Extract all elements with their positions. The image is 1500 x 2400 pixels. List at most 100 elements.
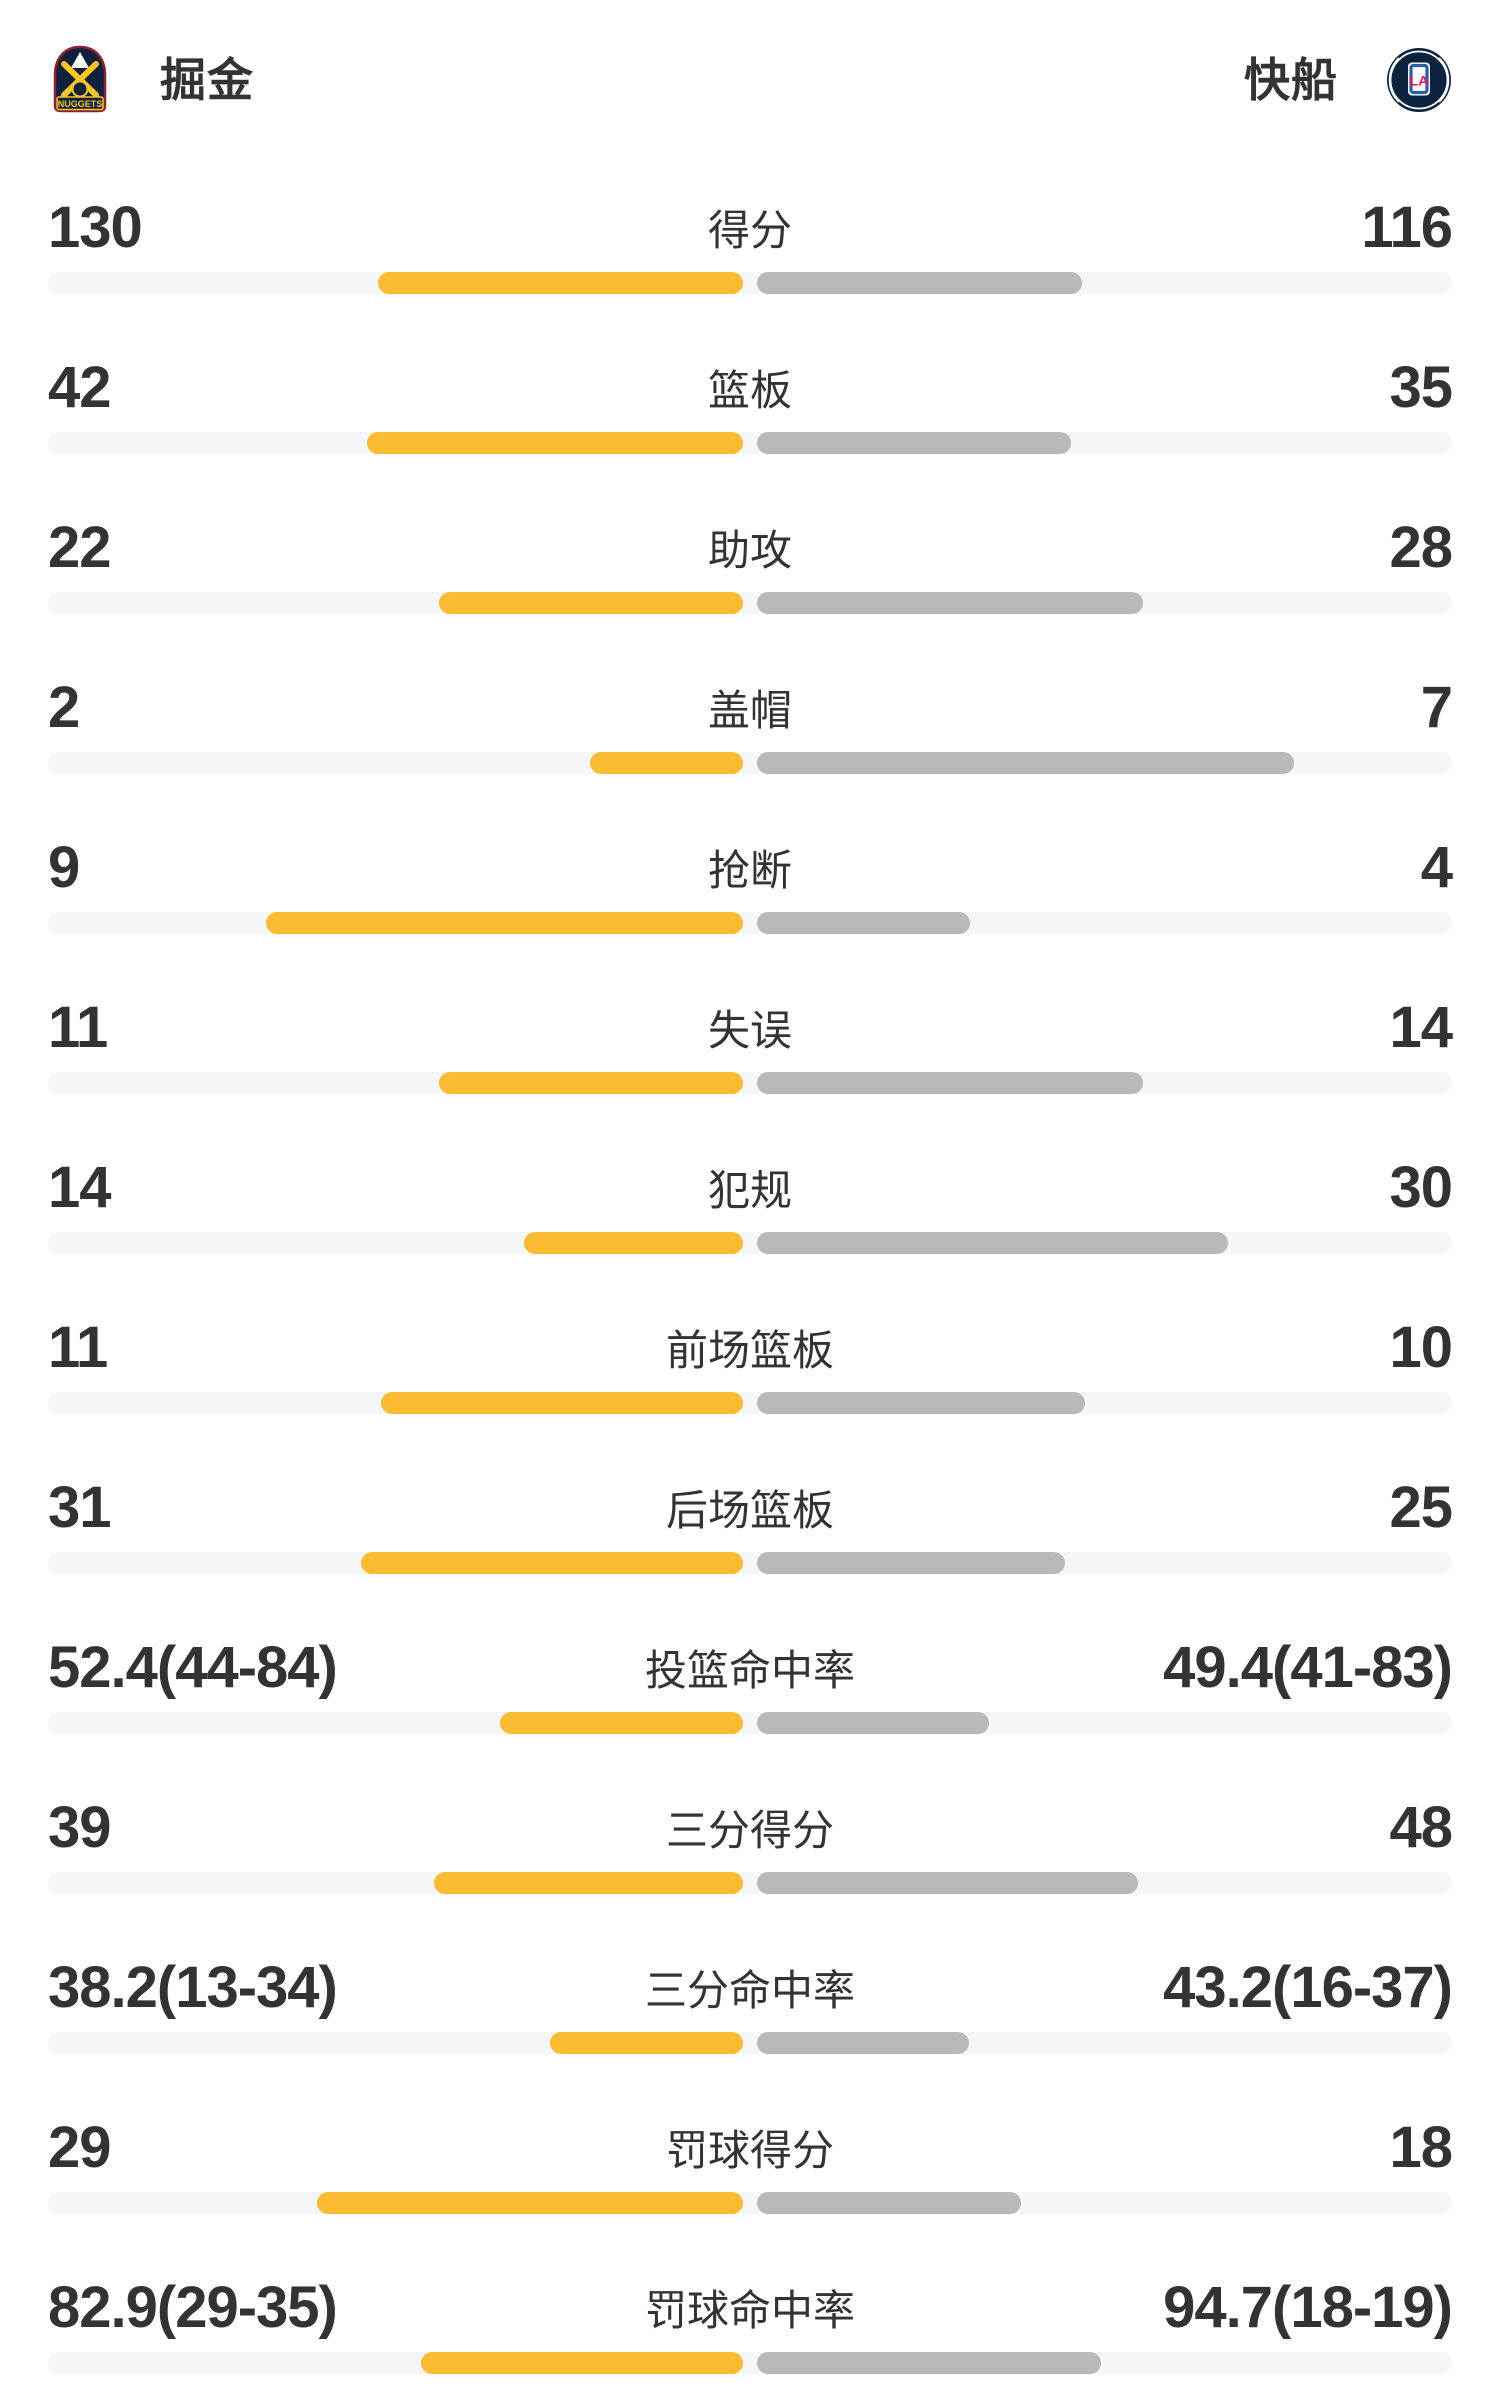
stat-bar-track (48, 1712, 1452, 1734)
right-team-value: 116 (1361, 194, 1453, 260)
stat-row: 39 三分得分 48 (0, 1760, 1500, 1920)
stat-bar-track (48, 592, 1452, 614)
left-team-bar (367, 432, 743, 454)
left-team-bar (421, 2352, 743, 2374)
stat-line: 38.2(13-34) 三分命中率 43.2(16-37) (48, 1954, 1453, 2020)
stat-line: 39 三分得分 48 (48, 1794, 1453, 1860)
stat-label: 犯规 (707, 1166, 793, 1214)
left-team-value: 52.4(44-84) (48, 1634, 338, 1700)
stat-bar-track (48, 752, 1452, 774)
stat-row: 130 得分 116 (0, 160, 1500, 320)
right-team-value: 48 (1389, 1794, 1453, 1860)
right-team-header: 快船 LA (1244, 47, 1452, 113)
right-team-value: 43.2(16-37) (1163, 1954, 1453, 2020)
stat-line: 22 助攻 28 (48, 514, 1453, 580)
stat-bar-track (48, 2352, 1452, 2374)
stat-row: 31 后场篮板 25 (0, 1440, 1500, 1600)
left-team-value: 22 (48, 514, 112, 580)
right-team-bar (757, 2032, 969, 2054)
left-team-value: 31 (48, 1474, 112, 1540)
stat-line: 11 失误 14 (48, 994, 1453, 1060)
right-team-value: 25 (1389, 1474, 1453, 1540)
stat-label: 抢断 (707, 846, 793, 894)
right-team-value: 18 (1389, 2114, 1453, 2180)
stat-row: 52.4(44-84) 投篮命中率 49.4(41-83) (0, 1600, 1500, 1760)
stat-line: 82.9(29-35) 罚球命中率 94.7(18-19) (48, 2274, 1453, 2340)
left-team-value: 11 (48, 994, 108, 1060)
right-team-value: 35 (1389, 354, 1453, 420)
stat-row: 22 助攻 28 (0, 480, 1500, 640)
left-team-bar (439, 1072, 743, 1094)
right-team-value: 14 (1389, 994, 1453, 1060)
left-team-value: 130 (48, 194, 143, 260)
left-team-bar (439, 592, 743, 614)
right-team-bar (757, 2192, 1021, 2214)
stat-bar-track (48, 1232, 1452, 1254)
right-team-bar (757, 752, 1294, 774)
svg-text:NUGGETS: NUGGETS (58, 99, 103, 109)
right-team-value: 94.7(18-19) (1163, 2274, 1453, 2340)
right-team-bar (757, 1232, 1228, 1254)
stat-label: 得分 (707, 206, 793, 254)
stat-label: 篮板 (707, 366, 793, 414)
right-team-value: 49.4(41-83) (1163, 1634, 1453, 1700)
stat-line: 52.4(44-84) 投篮命中率 49.4(41-83) (48, 1634, 1453, 1700)
stat-bar-track (48, 1072, 1452, 1094)
svg-text:LA: LA (1410, 73, 1429, 89)
right-team-value: 10 (1389, 1314, 1453, 1380)
left-team-value: 82.9(29-35) (48, 2274, 338, 2340)
left-team-bar (317, 2192, 743, 2214)
left-team-value: 39 (48, 1794, 112, 1860)
stat-row: 42 篮板 35 (0, 320, 1500, 480)
stat-bar-track (48, 1872, 1452, 1894)
stat-label: 盖帽 (707, 686, 793, 734)
right-team-bar (757, 432, 1071, 454)
right-team-value: 7 (1420, 674, 1453, 740)
left-team-bar (266, 912, 743, 934)
stat-label: 三分命中率 (644, 1966, 856, 2014)
left-team-bar (550, 2032, 743, 2054)
stat-line: 11 前场篮板 10 (48, 1314, 1453, 1380)
stat-row: 2 盖帽 7 (0, 640, 1500, 800)
left-team-name: 掘金 (160, 54, 254, 106)
stat-label: 罚球得分 (665, 2126, 835, 2174)
stat-row: 11 失误 14 (0, 960, 1500, 1120)
left-team-value: 42 (48, 354, 112, 420)
left-team-header: NUGGETS 掘金 (48, 45, 254, 115)
stat-line: 31 后场篮板 25 (48, 1474, 1453, 1540)
left-team-bar (500, 1712, 743, 1734)
right-team-bar (757, 1392, 1085, 1414)
stat-bar-track (48, 432, 1452, 454)
stat-label: 三分得分 (665, 1806, 835, 1854)
stat-label: 失误 (707, 1006, 793, 1054)
match-header: NUGGETS 掘金 快船 LA (0, 0, 1500, 160)
left-team-value: 38.2(13-34) (48, 1954, 338, 2020)
stat-bar-track (48, 2032, 1452, 2054)
stat-label: 后场篮板 (665, 1486, 835, 1534)
right-team-name: 快船 (1244, 54, 1338, 106)
stat-bar-track (48, 1552, 1452, 1574)
stat-line: 130 得分 116 (48, 194, 1453, 260)
stat-row: 82.9(29-35) 罚球命中率 94.7(18-19) (0, 2240, 1500, 2400)
right-team-value: 30 (1389, 1154, 1453, 1220)
left-team-value: 2 (48, 674, 80, 740)
stat-row: 38.2(13-34) 三分命中率 43.2(16-37) (0, 1920, 1500, 2080)
left-team-value: 29 (48, 2114, 112, 2180)
left-team-bar (361, 1552, 743, 1574)
stat-bar-track (48, 1392, 1452, 1414)
stat-line: 9 抢断 4 (48, 834, 1453, 900)
clippers-logo-icon: LA (1387, 48, 1451, 112)
right-team-bar (757, 272, 1082, 294)
stat-row: 14 犯规 30 (0, 1120, 1500, 1280)
stat-bar-track (48, 2192, 1452, 2214)
right-team-bar (757, 1072, 1143, 1094)
right-team-bar (757, 1712, 989, 1734)
stat-label: 罚球命中率 (644, 2286, 856, 2334)
stat-line: 14 犯规 30 (48, 1154, 1453, 1220)
left-team-value: 14 (48, 1154, 112, 1220)
right-team-bar (757, 2352, 1101, 2374)
left-team-value: 9 (48, 834, 80, 900)
stat-label: 助攻 (707, 526, 793, 574)
right-team-bar (757, 1552, 1065, 1574)
right-team-bar (757, 912, 970, 934)
